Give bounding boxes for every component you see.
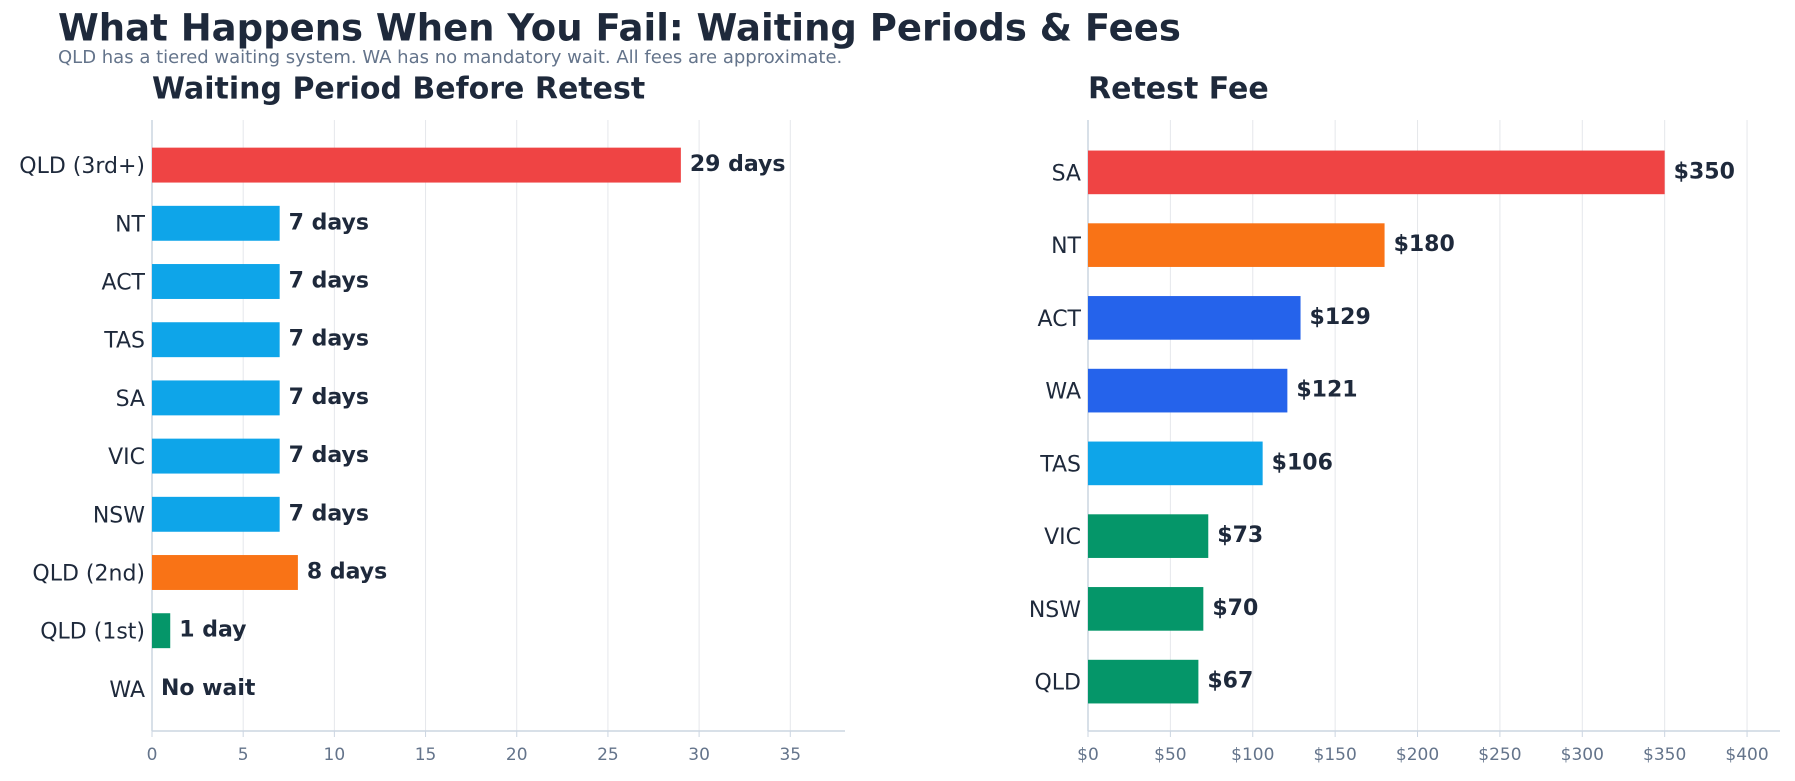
- y-tick-label: TAS: [1039, 452, 1081, 477]
- x-tick-label: 35: [779, 745, 801, 765]
- x-tick-label: 15: [415, 745, 437, 765]
- bar: [1088, 150, 1665, 195]
- bar: [152, 264, 280, 299]
- value-label: 7 days: [289, 501, 369, 526]
- value-label: 7 days: [289, 443, 369, 468]
- x-tick-label: $100: [1231, 745, 1274, 765]
- y-tick-label: SA: [116, 387, 145, 412]
- value-label: 7 days: [289, 210, 369, 235]
- y-tick-label: QLD (1st): [40, 620, 145, 645]
- y-tick-label: NSW: [1029, 598, 1081, 623]
- bar: [1088, 587, 1204, 631]
- value-label: 7 days: [289, 385, 369, 410]
- x-tick-label: 0: [147, 745, 158, 765]
- bar: [152, 613, 171, 649]
- x-tick-label: 20: [506, 745, 528, 765]
- bar: [1088, 441, 1263, 486]
- x-tick-label: $350: [1643, 745, 1686, 765]
- value-label: $106: [1272, 450, 1333, 475]
- subplot-title: Waiting Period Before Retest: [152, 72, 645, 107]
- bar: [152, 205, 280, 241]
- y-tick-label: TAS: [103, 329, 145, 354]
- bar: [152, 438, 280, 474]
- bar: [1088, 223, 1385, 267]
- y-tick-label: VIC: [1044, 525, 1081, 550]
- y-tick-label: VIC: [108, 445, 145, 470]
- page-subtitle: QLD has a tiered waiting system. WA has …: [58, 47, 842, 68]
- x-tick-label: $250: [1478, 745, 1521, 765]
- value-label: $180: [1394, 232, 1455, 257]
- x-tick-label: 5: [238, 745, 249, 765]
- bar: [152, 147, 681, 183]
- y-tick-label: QLD (3rd+): [19, 154, 145, 179]
- bar: [152, 555, 298, 590]
- bar: [1088, 659, 1199, 704]
- page-title: What Happens When You Fail: Waiting Peri…: [58, 7, 1181, 50]
- value-label: 7 days: [289, 269, 369, 294]
- y-tick-label: ACT: [1038, 307, 1082, 332]
- bar: [1088, 514, 1209, 558]
- value-label: No wait: [161, 676, 256, 701]
- bar: [1088, 368, 1288, 413]
- y-tick-label: NSW: [93, 503, 145, 528]
- bar: [152, 322, 280, 358]
- x-tick-label: $50: [1154, 745, 1186, 765]
- x-tick-label: $300: [1561, 745, 1604, 765]
- y-tick-label: WA: [109, 678, 145, 703]
- bar: [152, 496, 280, 532]
- x-tick-label: 30: [688, 745, 710, 765]
- bar: [152, 380, 280, 416]
- value-label: 8 days: [307, 560, 387, 585]
- value-label: 7 days: [289, 327, 369, 352]
- value-label: $67: [1207, 669, 1253, 694]
- y-tick-label: NT: [115, 212, 145, 237]
- y-tick-label: SA: [1052, 161, 1081, 186]
- x-tick-label: $200: [1396, 745, 1439, 765]
- x-tick-label: $150: [1314, 745, 1357, 765]
- y-tick-label: QLD (2nd): [32, 562, 145, 587]
- value-label: $350: [1674, 159, 1735, 184]
- x-tick-label: 25: [597, 745, 619, 765]
- x-tick-label: 10: [324, 745, 346, 765]
- x-tick-label: $400: [1725, 745, 1768, 765]
- y-tick-label: ACT: [102, 271, 146, 296]
- value-label: $70: [1212, 596, 1258, 621]
- value-label: 29 days: [690, 152, 786, 177]
- bar: [1088, 296, 1301, 340]
- value-label: $121: [1296, 378, 1357, 403]
- x-tick-label: $0: [1077, 745, 1099, 765]
- y-tick-label: WA: [1045, 380, 1081, 405]
- y-tick-label: QLD: [1034, 671, 1081, 696]
- value-label: 1 day: [179, 618, 246, 643]
- value-label: $73: [1217, 523, 1263, 548]
- y-tick-label: NT: [1051, 234, 1081, 259]
- value-label: $129: [1310, 305, 1371, 330]
- subplot-title: Retest Fee: [1088, 72, 1269, 107]
